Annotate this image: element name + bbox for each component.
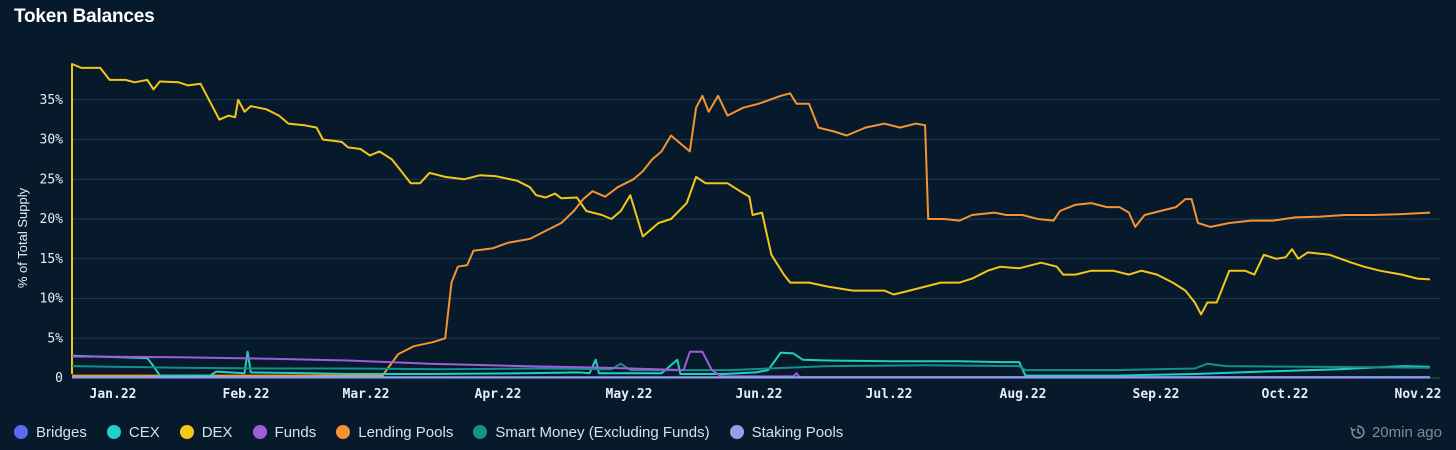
y-tick-label: 35%	[40, 93, 64, 108]
legend-item-lending-pools[interactable]: Lending Pools	[336, 424, 453, 441]
series-line-dex[interactable]	[71, 63, 1431, 374]
x-axis-ticks: Jan.22 Feb.22 Mar.22 Apr.22 May.22 Jun.22 Jul.…	[90, 387, 1442, 402]
legend-item-dex[interactable]: DEX	[179, 423, 233, 441]
legend-item-cex[interactable]: CEX	[106, 423, 160, 441]
series-lines[interactable]	[71, 63, 1431, 379]
x-tick-label: Sep.22	[1133, 387, 1180, 402]
y-tick-label: 25%	[40, 172, 64, 187]
x-tick-label: Apr.22	[475, 387, 522, 402]
y-tick-label: 20%	[40, 212, 64, 227]
legend-item-smart-money[interactable]: Smart Money (Excluding Funds)	[473, 423, 710, 441]
x-tick-label: Mar.22	[343, 387, 390, 402]
cex-swatch-icon	[106, 425, 121, 439]
x-tick-label: Jun.22	[736, 387, 783, 402]
x-tick-label: Jan.22	[90, 387, 137, 402]
gridlines	[72, 99, 1440, 379]
series-line-cex[interactable]	[71, 350, 1431, 377]
updated-text: 20min ago	[1371, 423, 1442, 441]
x-tick-label: Aug.22	[1000, 387, 1047, 402]
y-axis-ticks: 0 5% 10% 15% 20% 25% 30% 35%	[40, 93, 64, 386]
last-updated: 20min ago	[1350, 420, 1442, 444]
bridges-swatch-icon	[14, 425, 28, 439]
y-tick-label: 15%	[40, 252, 64, 267]
legend-label: Smart Money (Excluding Funds)	[495, 423, 710, 441]
refresh-clock-icon	[1350, 425, 1365, 439]
x-tick-label: Nov.22	[1395, 387, 1442, 402]
legend-label: DEX	[201, 423, 233, 441]
y-tick-label: 5%	[47, 331, 63, 346]
legend-label: Bridges	[36, 423, 87, 441]
legend: Bridges CEX DEX Funds Lending Pools Smar…	[14, 420, 863, 444]
line-chart[interactable]: 0 5% 10% 15% 20% 25% 30% 35% Jan.22 Feb.22 Mar.22…	[0, 0, 1456, 410]
y-tick-label: 30%	[40, 133, 64, 148]
legend-item-funds[interactable]: Funds	[252, 423, 317, 441]
legend-item-staking-pools[interactable]: Staking Pools	[729, 423, 844, 441]
legend-label: CEX	[128, 423, 160, 441]
y-tick-label: 0	[55, 371, 63, 386]
staking-pools-swatch-icon	[729, 425, 744, 439]
series-line-lending-pools[interactable]	[72, 92, 1431, 377]
x-tick-label: May.22	[606, 387, 653, 402]
legend-item-bridges[interactable]: Bridges	[14, 424, 87, 441]
series-line-smart-money-excluding-funds[interactable]	[71, 362, 1431, 372]
legend-label: Lending Pools	[358, 423, 454, 441]
x-tick-label: Feb.22	[223, 387, 270, 402]
chart-title: Token Balances	[14, 6, 155, 27]
x-tick-label: Jul.22	[866, 387, 913, 402]
lending-pools-swatch-icon	[336, 425, 351, 439]
smart-money-swatch-icon	[473, 425, 488, 439]
legend-label: Staking Pools	[751, 423, 844, 441]
legend-label: Funds	[274, 423, 317, 441]
y-axis-label: % of Total Supply	[15, 187, 30, 288]
funds-swatch-icon	[252, 425, 267, 439]
dex-swatch-icon	[179, 425, 194, 439]
series-line-funds[interactable]	[71, 350, 1430, 379]
y-tick-label: 10%	[40, 292, 64, 307]
x-tick-label: Oct.22	[1262, 387, 1309, 402]
